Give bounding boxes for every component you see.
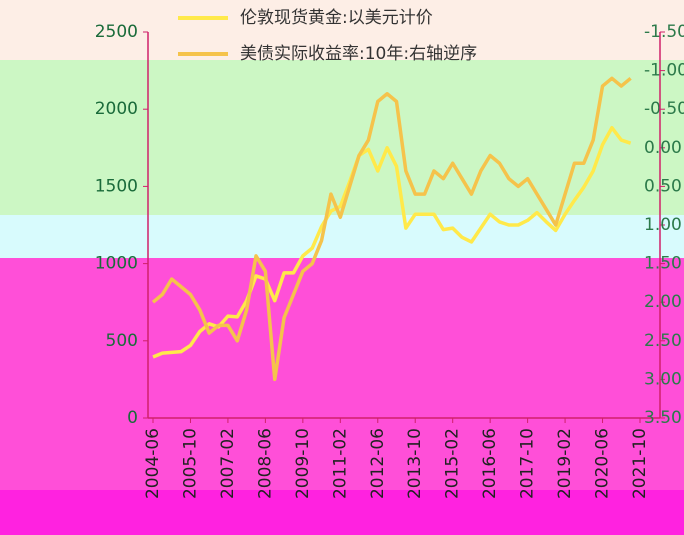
- x-tick-label: 2021-10: [630, 428, 650, 499]
- x-tick-label: 2011-02: [330, 428, 350, 499]
- legend-label: 伦敦现货黄金:以美元计价: [240, 8, 433, 28]
- y-tick-label: 1000: [95, 254, 138, 274]
- x-tick-label: 2013-10: [405, 428, 425, 499]
- y-tick-label: 0: [127, 408, 138, 428]
- x-tick-label: 2005-10: [180, 428, 200, 499]
- y2-tick-label: 0.00: [644, 138, 682, 158]
- x-tick-label: 2007-02: [218, 428, 238, 499]
- y2-tick-label: 2.50: [644, 331, 682, 351]
- plot: 0 500 1000 1500 2000 2500 -1.50 -1.00 -0.50 0.00 0…: [95, 8, 684, 499]
- line: [151, 76, 632, 382]
- x-tick-label: 2020-06: [593, 428, 613, 499]
- line: [152, 125, 632, 359]
- band: [0, 490, 684, 535]
- y-tick-label: 500: [106, 331, 138, 351]
- x-tick-label: 2015-02: [443, 428, 463, 499]
- band: [0, 60, 684, 215]
- y2-tick-label: -1.00: [644, 61, 684, 81]
- y2-tick-label: 3.00: [644, 369, 682, 389]
- y2-tick-label: 0.50: [644, 176, 682, 196]
- y2-tick-label: 2.00: [644, 292, 682, 312]
- y2-tick-label: 1.50: [644, 254, 682, 274]
- x-tick-label: 2009-10: [293, 428, 313, 499]
- band: [0, 258, 684, 535]
- y2-tick-label: 3.50: [644, 408, 682, 428]
- x-tick-label: 2012-06: [368, 428, 388, 499]
- band: [0, 215, 684, 258]
- x-tick-label: 2004-06: [143, 428, 163, 499]
- y2-tick-label: 1.00: [644, 215, 682, 235]
- x-tick-label: 2019-02: [555, 428, 575, 499]
- band: [0, 0, 684, 60]
- y2-tick-label: -1.50: [644, 22, 684, 42]
- y2-tick-label: -0.50: [644, 99, 684, 119]
- y-tick-label: 2000: [95, 99, 138, 119]
- legend-label: 美债实际收益率:10年:右轴逆序: [240, 44, 477, 64]
- x-tick-label: 2017-10: [518, 428, 538, 499]
- x-tick-label: 2016-06: [480, 428, 500, 499]
- x-tick-label: 2008-06: [255, 428, 275, 499]
- y-tick-label: 2500: [95, 22, 138, 42]
- y-tick-label: 1500: [95, 176, 138, 196]
